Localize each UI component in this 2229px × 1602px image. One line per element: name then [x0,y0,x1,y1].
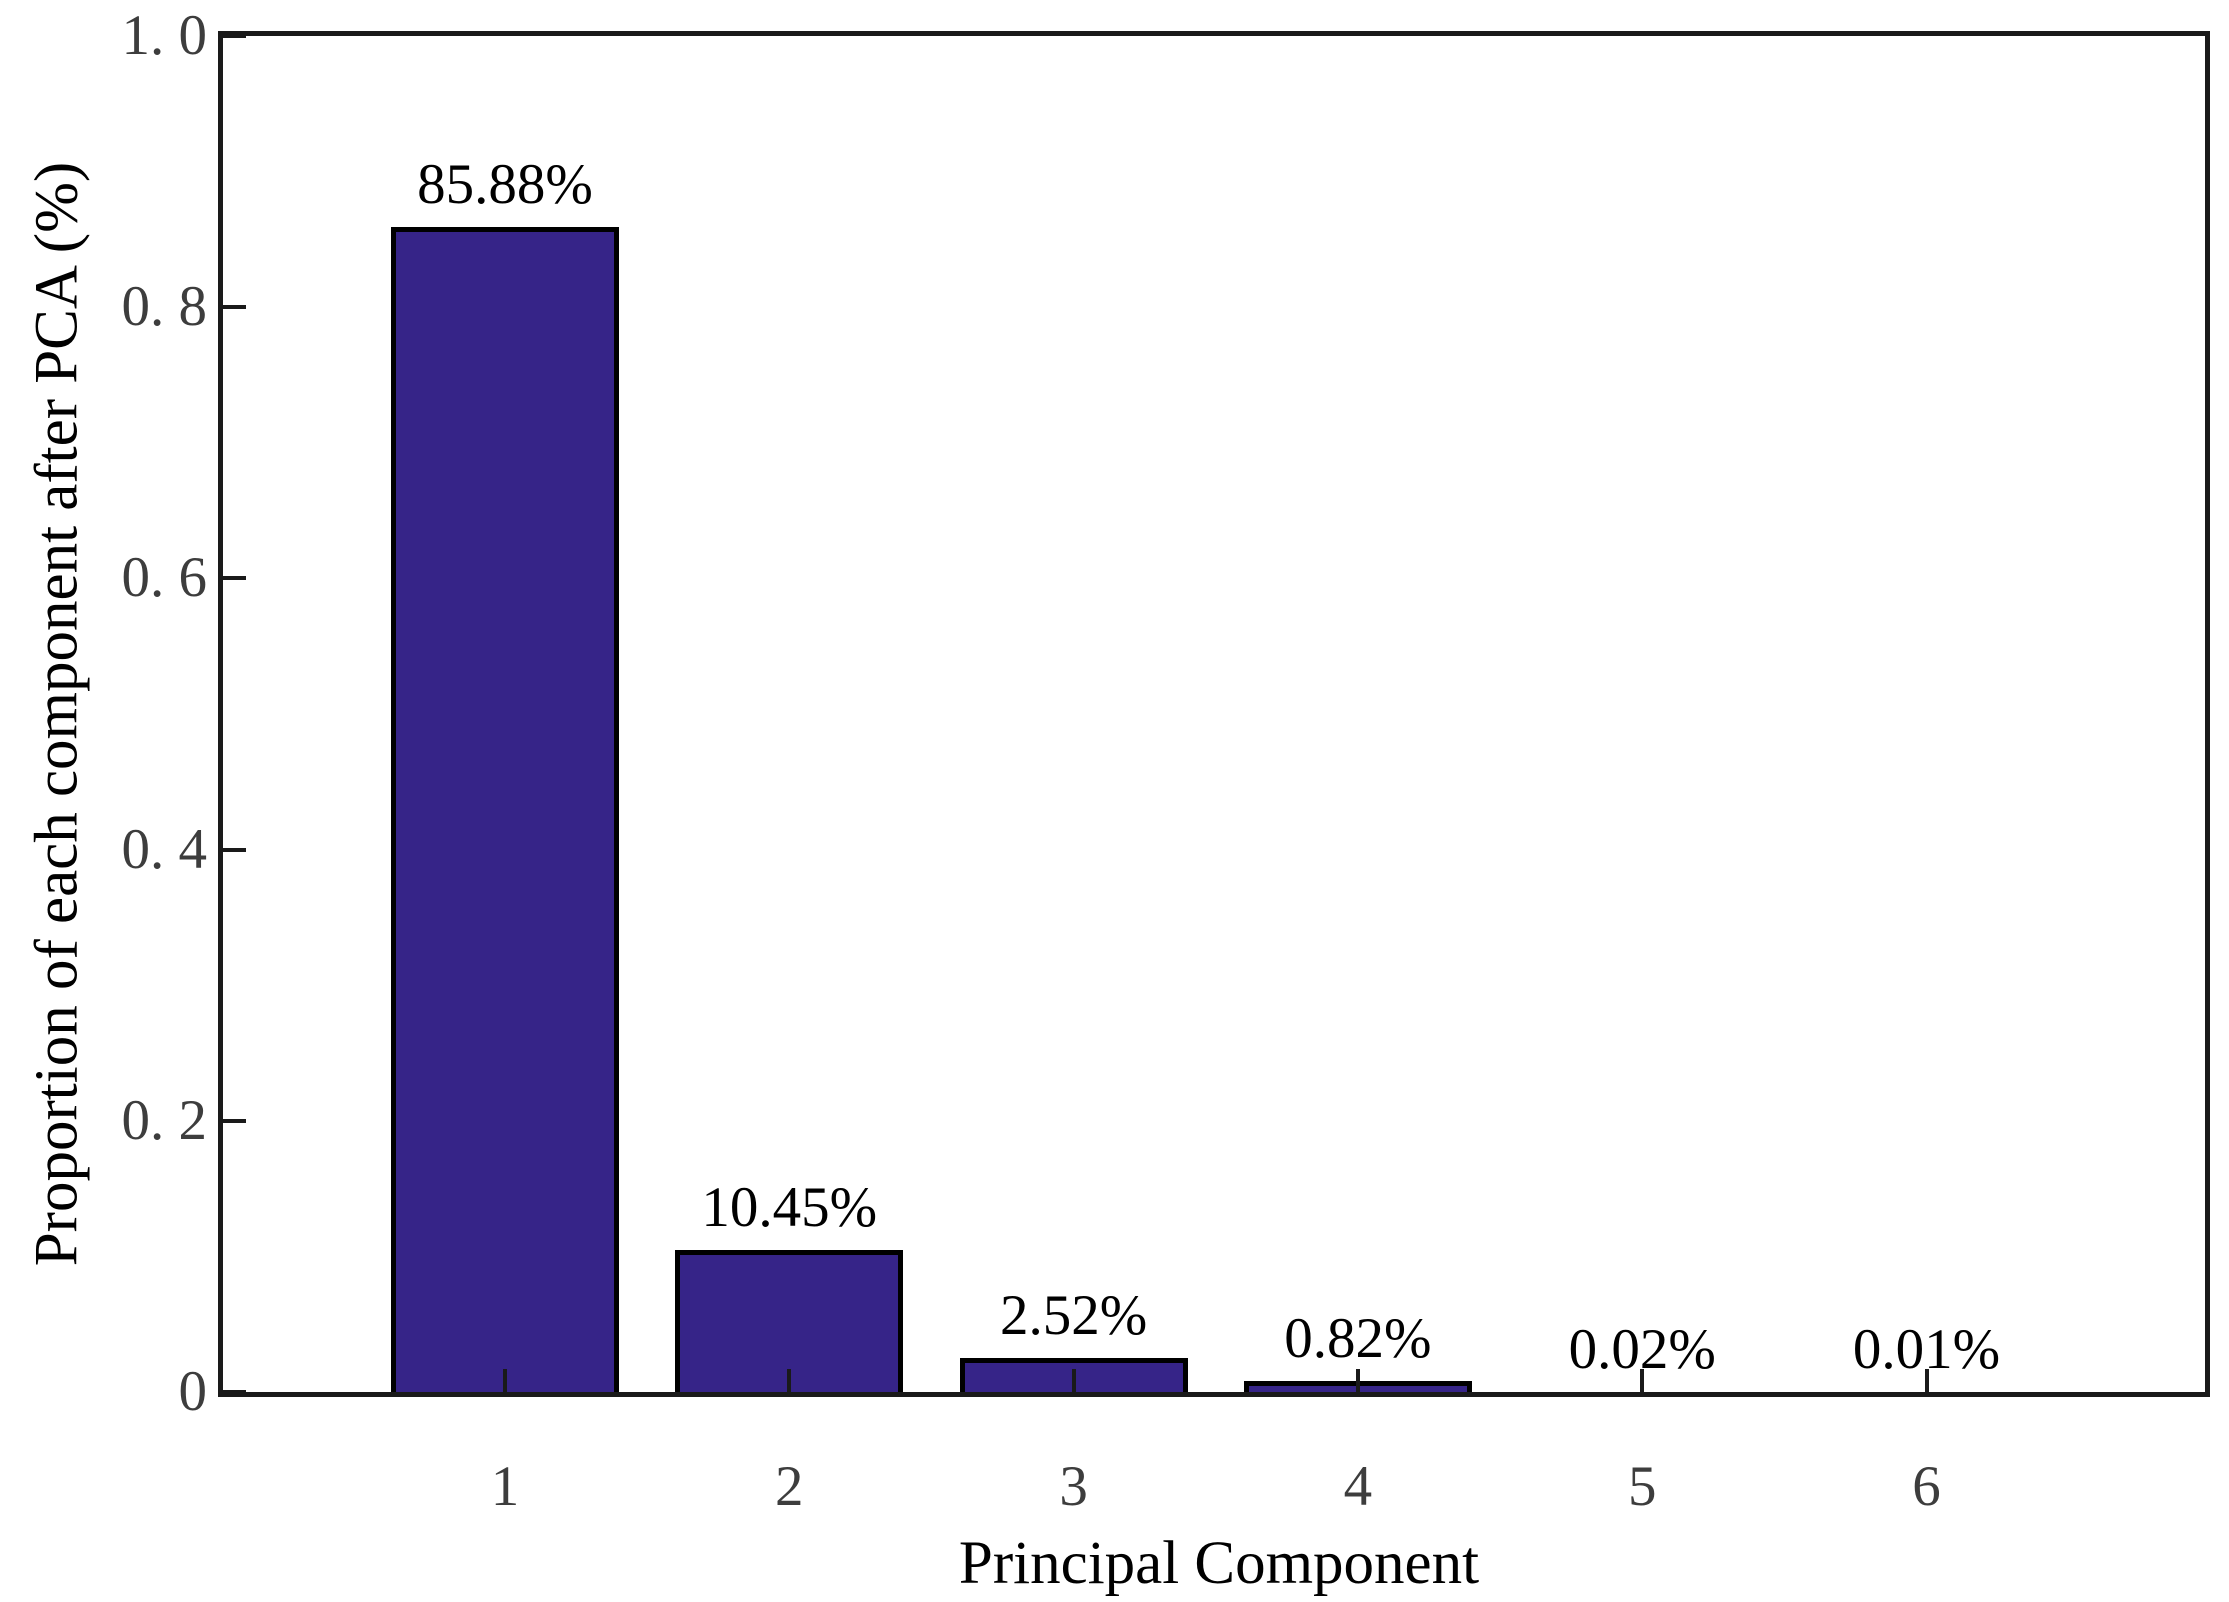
y-axis-tick-label-0.4: 0. 4 [121,817,208,881]
y-axis-tick-0.4 [223,847,246,852]
x-axis-title: Principal Component [958,1530,1480,1597]
y-axis-tick-label-0: 0 [178,1360,208,1423]
x-axis-tick-6 [1924,1369,1929,1392]
plot-area: 85.88% 10.45% 2.52% 0.82% 0.02% 0.01% [218,31,2210,1397]
x-axis-tick-2 [787,1369,792,1392]
bar-pc2 [675,1250,904,1392]
y-axis-tick-label-1: 1. 0 [121,4,208,67]
bar-value-label-pc4: 0.82% [1284,1306,1432,1370]
bar-value-label-pc5: 0.02% [1568,1317,1716,1381]
x-axis-tick-label-5: 5 [1627,1455,1657,1518]
y-axis-tick-label-0.6: 0. 6 [121,546,208,610]
x-axis-tick-3 [1071,1369,1076,1392]
x-axis-tick-label-2: 2 [775,1455,804,1518]
bar-value-label-pc1: 85.88% [417,153,593,217]
x-axis-tick-label-3: 3 [1059,1455,1088,1518]
y-axis-tick-label-0.2: 0. 2 [121,1088,208,1152]
x-axis-tick-label-1: 1 [490,1455,520,1518]
y-axis-tick-0.6 [223,576,246,581]
y-axis-tick-label-0.8: 0. 8 [121,275,208,339]
bar-pc1 [391,227,619,1392]
bar-value-label-pc6: 0.01% [1852,1317,2001,1381]
bar-value-label-pc3: 2.52% [999,1283,1148,1347]
y-axis-tick-0 [223,1390,246,1392]
x-axis-tick-5 [1640,1369,1645,1392]
x-axis-tick-label-4: 4 [1343,1455,1373,1518]
x-axis-tick-1 [503,1369,507,1392]
x-axis-tick-4 [1355,1369,1360,1392]
x-axis-tick-label-6: 6 [1912,1455,1941,1518]
y-axis-tick-0.2 [223,1118,246,1123]
y-axis-tick-1 [223,36,246,38]
y-axis-tick-0.8 [223,305,246,310]
bar-value-label-pc2: 10.45% [701,1176,878,1240]
